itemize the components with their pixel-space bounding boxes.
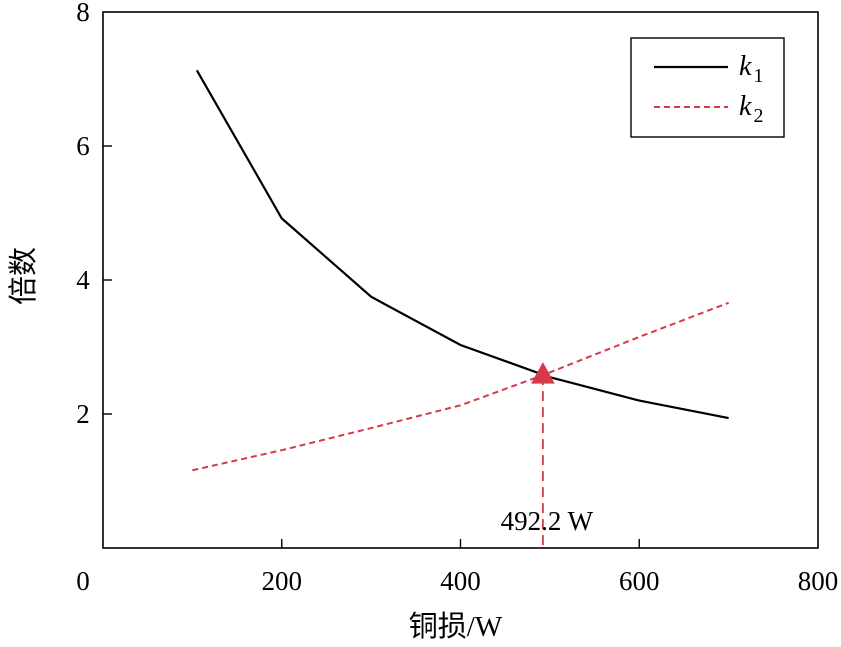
y-tick-label: 6 bbox=[76, 131, 90, 161]
x-axis-title: 铜损/W bbox=[409, 610, 503, 643]
intersection-label: 492.2 W bbox=[501, 506, 594, 536]
legend-box bbox=[630, 37, 785, 138]
intersection-marker bbox=[531, 362, 555, 384]
legend-subscript: 2 bbox=[753, 105, 763, 127]
series-line-k2 bbox=[192, 301, 729, 472]
y-tick-label: 8 bbox=[76, 0, 90, 27]
legend-subscript: 1 bbox=[753, 65, 763, 87]
x-tick-label: 400 bbox=[440, 566, 481, 596]
x-tick-label: 600 bbox=[619, 566, 660, 596]
y-tick-label: 2 bbox=[76, 399, 90, 429]
legend-symbol: k bbox=[739, 91, 752, 122]
y-tick-label: 4 bbox=[76, 265, 90, 295]
x-tick-label: 0 bbox=[76, 566, 90, 596]
series-line-k1 bbox=[195, 69, 729, 420]
x-tick-label: 200 bbox=[262, 566, 303, 596]
y-axis-title: 倍数 bbox=[7, 247, 40, 305]
x-tick-label: 800 bbox=[798, 566, 839, 596]
legend-symbol: k bbox=[739, 51, 752, 82]
